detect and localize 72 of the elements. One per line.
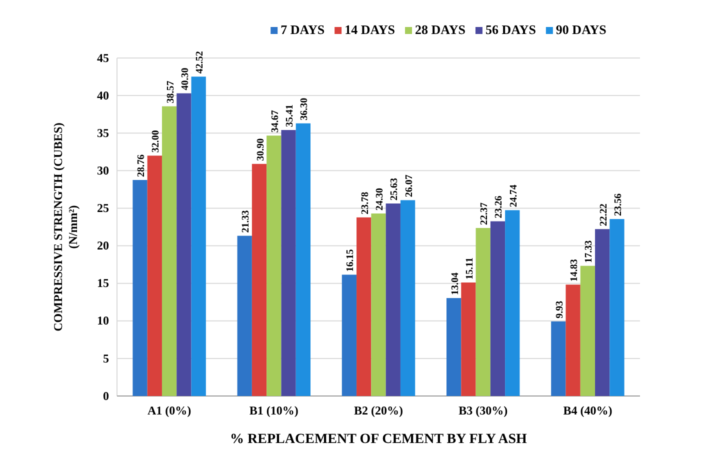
bar	[566, 284, 580, 396]
legend-label: 28 DAYS	[415, 22, 466, 37]
bar	[386, 203, 400, 396]
bar	[342, 274, 357, 396]
x-tick-label: B2 (20%)	[354, 404, 403, 418]
x-axis-title: % REPLACEMENT OF CEMENT BY FLY ASH	[230, 432, 528, 447]
data-label: 35.41	[284, 104, 296, 128]
x-tick-label: A1 (0%)	[147, 404, 192, 418]
bar	[610, 219, 624, 396]
bar	[266, 136, 282, 396]
data-label: 21.33	[240, 210, 252, 233]
bar	[356, 217, 372, 396]
data-label: 16.15	[345, 249, 356, 272]
bar	[132, 180, 148, 396]
bar	[400, 200, 416, 396]
data-label: 13.04	[450, 272, 461, 296]
legend-label: 90 DAYS	[556, 22, 606, 37]
data-label: 40.30	[180, 68, 191, 90]
y-tick-label: 10	[97, 314, 109, 328]
data-label: 23.56	[612, 194, 624, 216]
bar	[595, 229, 610, 396]
legend-label: 7 DAYS	[280, 22, 325, 37]
data-label: 34.67	[270, 110, 281, 133]
bar	[191, 76, 206, 396]
y-tick-label: 30	[97, 164, 109, 178]
x-tick-label: B4 (40%)	[563, 404, 612, 418]
y-tick-label: 15	[97, 276, 109, 290]
data-label: 42.52	[194, 51, 206, 74]
legend-label: 14 DAYS	[344, 22, 396, 37]
data-label: 9.93	[554, 300, 566, 318]
data-label: 28.76	[136, 154, 148, 177]
data-label: 38.57	[165, 80, 176, 104]
x-tick-label: B3 (30%)	[458, 404, 508, 418]
bar	[446, 298, 462, 396]
bar	[176, 93, 192, 396]
data-label: 26.07	[404, 174, 415, 198]
bar	[580, 266, 596, 396]
data-label: 15.11	[464, 258, 476, 280]
bar	[237, 236, 252, 396]
y-tick-label: 40	[97, 88, 109, 102]
data-label: 32.00	[150, 130, 162, 153]
y-tick-label: 25	[97, 201, 109, 216]
bar	[162, 106, 177, 396]
bar	[281, 130, 296, 396]
bar	[147, 156, 162, 396]
y-tick-label: 35	[97, 126, 109, 140]
x-tick-label: B1 (10%)	[249, 404, 298, 418]
bar	[490, 221, 506, 396]
data-label: 14.83	[569, 259, 580, 282]
y-tick-label: 45	[97, 50, 109, 65]
y-tick-label: 0	[103, 388, 109, 403]
y-tick-label: 5	[103, 351, 109, 366]
bar	[371, 213, 386, 396]
data-label: 30.90	[255, 138, 266, 161]
data-label: 22.22	[598, 204, 610, 226]
data-label: 36.30	[299, 98, 310, 120]
bar	[476, 228, 490, 396]
legend-label: 56 DAYS	[485, 22, 536, 37]
y-tick-label: 20	[97, 238, 109, 253]
data-label: 17.33	[584, 240, 595, 263]
data-label: 24.30	[374, 188, 386, 210]
bar	[461, 282, 476, 396]
bar	[505, 210, 520, 396]
data-label: 22.37	[479, 202, 490, 225]
y-axis-title: COMPRESSIVE STRENGTH (CUBES) (N/mm²)	[51, 122, 80, 332]
data-label: 23.78	[360, 192, 371, 214]
bar	[551, 321, 566, 396]
data-label: 25.63	[389, 178, 400, 200]
data-label: 23.26	[494, 196, 505, 218]
bar	[252, 164, 267, 396]
bar	[296, 123, 311, 396]
data-label: 24.74	[508, 184, 520, 208]
